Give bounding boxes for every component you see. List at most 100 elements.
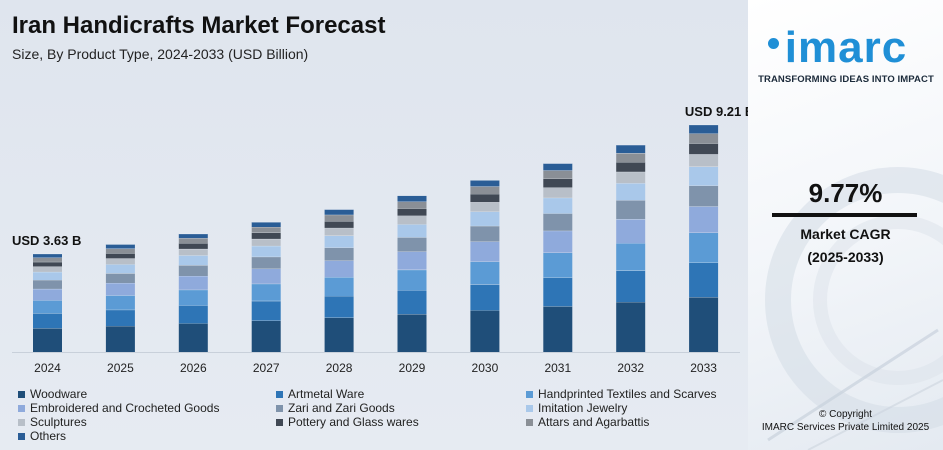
bar-segment — [543, 178, 573, 188]
bar-segment — [251, 320, 281, 352]
x-tick-label: 2030 — [472, 361, 499, 375]
cagr-period: (2025-2033) — [807, 249, 884, 265]
bar-segment — [397, 237, 427, 252]
bar-segment — [689, 154, 719, 167]
bar-segment — [616, 153, 646, 163]
bar-segment — [324, 277, 354, 296]
bar-segment — [543, 170, 573, 179]
bar-segment — [178, 243, 208, 249]
bar-segment — [178, 255, 208, 266]
bar-segment — [470, 194, 500, 203]
legend-item: Sculptures — [18, 415, 276, 429]
bar-segment — [178, 289, 208, 306]
copyright-notice: © Copyright IMARC Services Private Limit… — [748, 408, 943, 434]
bar-segment — [543, 187, 573, 198]
bar-segment — [178, 276, 208, 290]
bar-segment — [105, 248, 135, 254]
legend-item: Pottery and Glass wares — [276, 415, 526, 429]
bar-segment — [33, 328, 62, 352]
bar-segment — [251, 232, 281, 239]
bar-segment — [397, 215, 427, 225]
bar-segment — [33, 271, 62, 280]
bar-segment — [543, 197, 573, 214]
bar-segment — [105, 244, 135, 249]
value-annotation: USD 9.21 B — [685, 104, 748, 119]
bar-segment — [178, 265, 208, 276]
bar-segment — [470, 180, 500, 187]
bar-segment — [324, 317, 354, 352]
legend-swatch — [526, 390, 533, 398]
bar-segment — [470, 202, 500, 212]
x-tick-label: 2028 — [326, 361, 353, 375]
bar-segment — [397, 269, 427, 291]
legend-label: Attars and Agarbattis — [538, 415, 650, 429]
bar-segment — [397, 224, 427, 238]
legend-label: Handprinted Textiles and Scarves — [538, 387, 717, 401]
logo-dot-icon — [768, 38, 779, 49]
bar-segment — [616, 171, 646, 184]
bar-segment — [251, 222, 281, 227]
bar-segment — [543, 277, 573, 307]
bar-segment — [616, 302, 646, 352]
bar-segment — [616, 162, 646, 172]
bar-segment — [470, 186, 500, 194]
legend-item: Handprinted Textiles and Scarves — [526, 387, 743, 401]
cagr-divider — [772, 213, 917, 217]
legend-swatch — [526, 404, 533, 412]
bar-segment — [470, 225, 500, 242]
bar-segment — [543, 163, 573, 171]
legend-label: Zari and Zari Goods — [288, 401, 395, 415]
bar-segment — [689, 133, 719, 144]
x-tick-label: 2026 — [180, 361, 207, 375]
bar-segment — [105, 326, 135, 352]
x-tick-label: 2025 — [107, 361, 134, 375]
bar-segment — [324, 227, 354, 236]
legend-label: Artmetal Ware — [288, 387, 365, 401]
bar-segment — [689, 166, 719, 186]
bar-segment — [33, 261, 62, 267]
x-tick-label: 2024 — [34, 361, 61, 375]
brand-panel: imarc TRANSFORMING IDEAS INTO IMPACT 9.7… — [748, 0, 943, 450]
bar-segment — [397, 195, 427, 202]
bar-segment — [689, 185, 719, 207]
legend-swatch — [526, 418, 533, 426]
x-tick-label: 2027 — [253, 361, 280, 375]
bar-segment — [324, 296, 354, 318]
bar-segment — [616, 145, 646, 154]
legend-swatch — [18, 418, 25, 426]
bar-segment — [689, 262, 719, 298]
bar-segment — [543, 213, 573, 231]
bar-segment — [178, 238, 208, 244]
bar-segment — [470, 241, 500, 262]
bar-segment — [178, 323, 208, 352]
chart-subtitle: Size, By Product Type, 2024-2033 (USD Bi… — [12, 46, 309, 62]
legend-item: Embroidered and Crocheted Goods — [18, 401, 276, 415]
legend-item: Woodware — [18, 387, 276, 401]
legend-swatch — [18, 432, 25, 440]
copyright-company: IMARC Services Private Limited 2025 — [761, 422, 930, 433]
legend-label: Embroidered and Crocheted Goods — [30, 401, 220, 415]
logo-wordmark: imarc — [784, 23, 908, 72]
legend-label: Pottery and Glass wares — [288, 415, 419, 429]
bar-segment — [689, 206, 719, 233]
bar-segment — [616, 200, 646, 220]
bar-segment — [689, 124, 719, 134]
legend-label: Woodware — [30, 387, 88, 401]
bar-segment — [543, 230, 573, 253]
bar-segment — [105, 273, 135, 283]
bar-segment — [397, 201, 427, 209]
x-tick-label: 2032 — [617, 361, 644, 375]
legend-item: Imitation Jewelry — [526, 401, 743, 415]
bar-segment — [616, 183, 646, 201]
legend-swatch — [18, 404, 25, 412]
bar-segment — [324, 221, 354, 228]
bar-segment — [397, 251, 427, 270]
imarc-logo: imarc TRANSFORMING IDEAS INTO IMPACT — [758, 23, 934, 86]
bar-segment — [251, 256, 281, 269]
bar-segment — [251, 300, 281, 321]
legend-item: Zari and Zari Goods — [276, 401, 526, 415]
legend-label: Sculptures — [30, 415, 87, 429]
bar-segment — [324, 247, 354, 261]
x-tick-label: 2029 — [399, 361, 426, 375]
bar-segment — [397, 208, 427, 216]
